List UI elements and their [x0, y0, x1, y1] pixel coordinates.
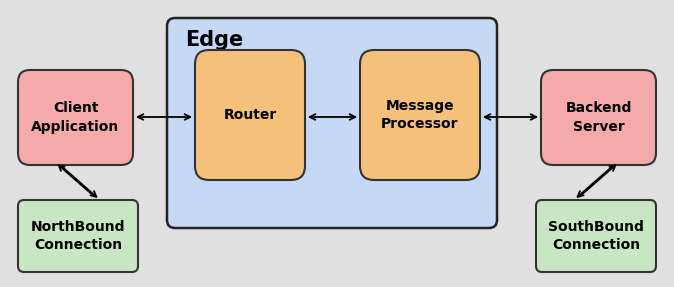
Text: SouthBound
Connection: SouthBound Connection — [548, 220, 644, 252]
Text: Edge: Edge — [185, 30, 243, 50]
FancyBboxPatch shape — [536, 200, 656, 272]
Text: NorthBound
Connection: NorthBound Connection — [31, 220, 125, 252]
Text: Client
Application: Client Application — [32, 101, 119, 134]
FancyBboxPatch shape — [18, 200, 138, 272]
FancyBboxPatch shape — [167, 18, 497, 228]
FancyBboxPatch shape — [18, 70, 133, 165]
FancyBboxPatch shape — [541, 70, 656, 165]
Text: Message
Processor: Message Processor — [381, 99, 459, 131]
FancyBboxPatch shape — [360, 50, 480, 180]
Text: Router: Router — [223, 108, 276, 122]
FancyBboxPatch shape — [195, 50, 305, 180]
Text: Backend
Server: Backend Server — [565, 101, 632, 134]
